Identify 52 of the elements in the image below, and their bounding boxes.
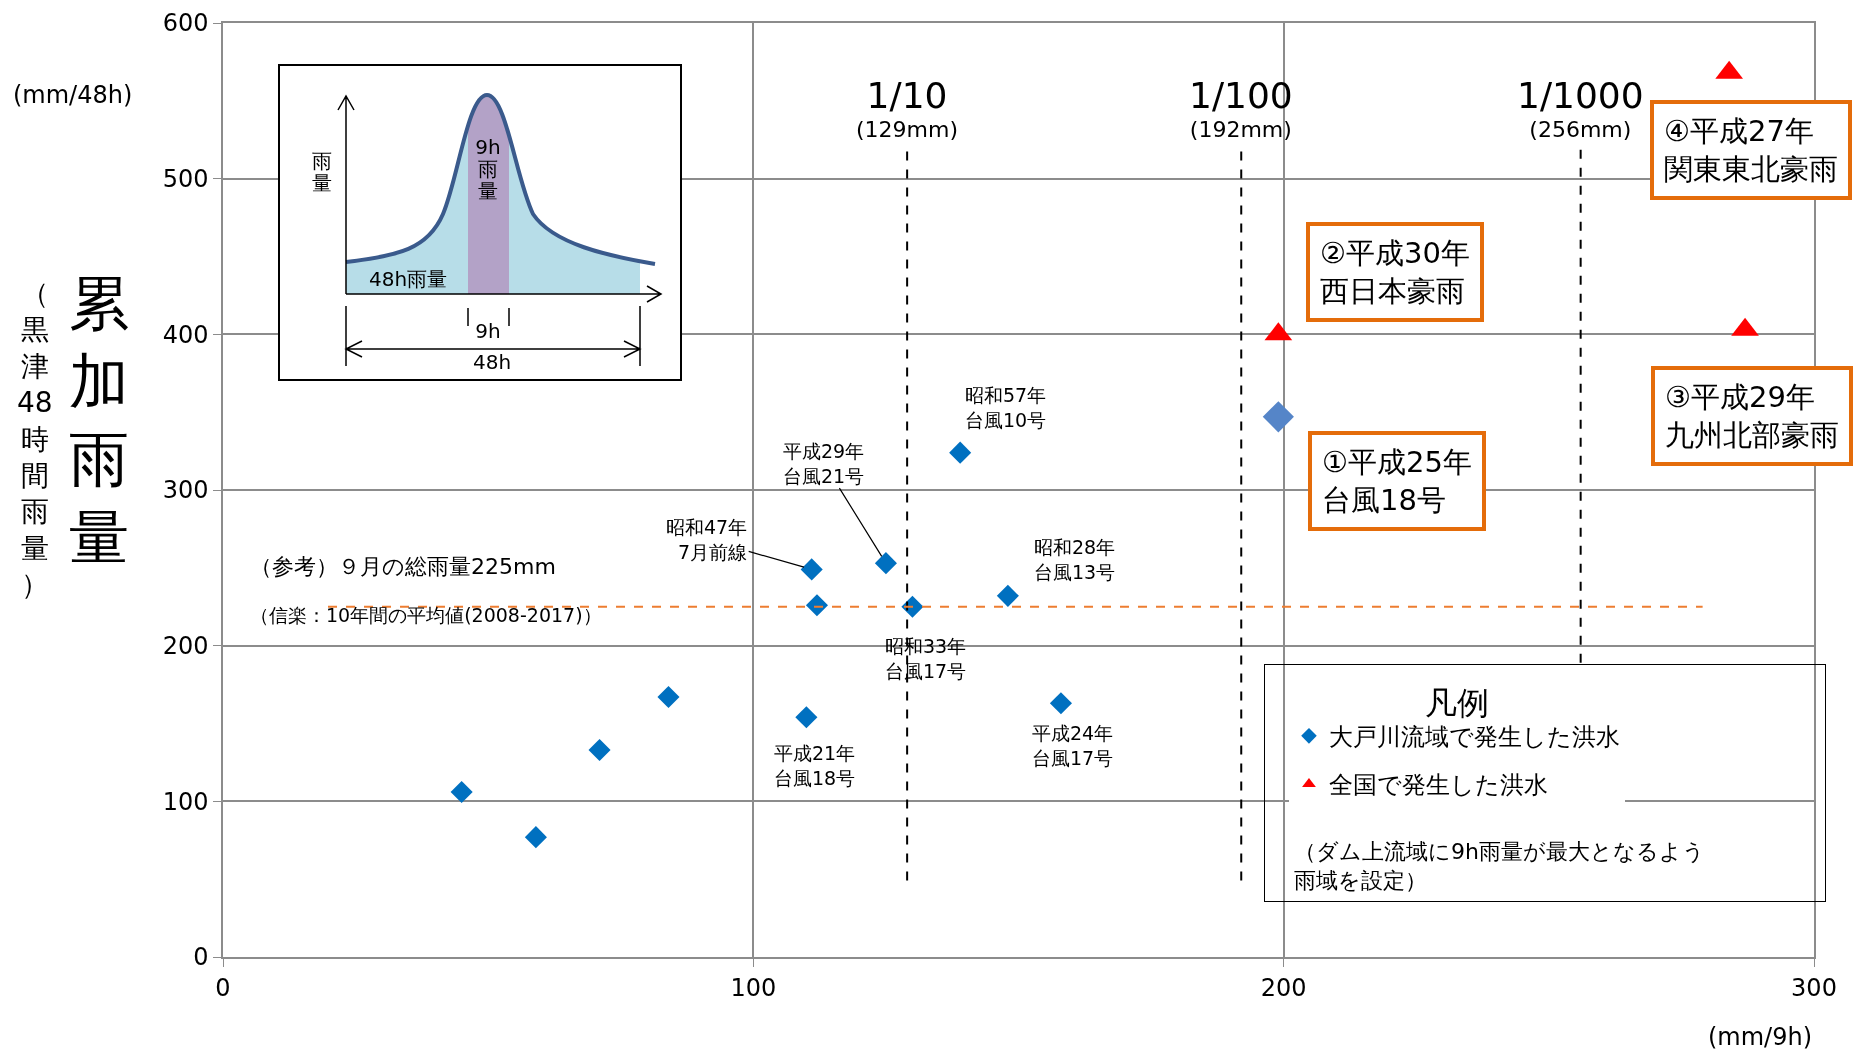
annotation: ④平成27年関東東北豪雨 (1664, 114, 1838, 186)
annotation: 48h (472, 350, 512, 374)
ref-line-label: 1/10 (129mm) (856, 75, 959, 142)
point (588, 738, 611, 762)
y-tick-label: 400 (162, 320, 209, 349)
y-tick-label: 200 (162, 632, 209, 661)
annotation: （信楽：10年間の平均値(2008-2017)） (250, 604, 602, 626)
point (450, 780, 473, 804)
point (657, 685, 680, 709)
text: (mm/9h) (1708, 1023, 1813, 1051)
point (1049, 692, 1072, 715)
annotation: 昭和33年台風17号 (885, 635, 967, 682)
y-tick-label: 300 (162, 476, 209, 505)
point (949, 441, 972, 464)
annotation: 昭和57年台風10号 (965, 384, 1047, 431)
ref-line-label: （参考）９月の総雨量225mm (250, 554, 556, 579)
x-tick-label: 100 (730, 973, 777, 1002)
text: （黒津48時間雨量） (17, 277, 53, 602)
x-tick-label: 200 (1260, 973, 1307, 1002)
ref-line-label: 1/100 (192mm) (1189, 75, 1293, 142)
point (800, 558, 823, 581)
annotation: 雨量 (312, 149, 332, 195)
legend-label: 大戸川流域で発生した洪水 (1328, 723, 1620, 752)
text: (mm/48h) (13, 81, 133, 109)
annotation: ③平成29年九州北部豪雨 (1665, 380, 1839, 452)
point (795, 706, 818, 729)
legend-title: 凡例 (1424, 683, 1489, 722)
annotation: ①平成25年台風18号 (1322, 445, 1472, 517)
annotation: 昭和28年台風13号 (1034, 536, 1116, 583)
ref-line-label: 1/1000 (256mm) (1517, 75, 1644, 142)
point (996, 584, 1019, 607)
annotation: 9h雨量 (475, 135, 501, 203)
annotation: 昭和47年7月前線 (666, 516, 748, 563)
annotation: 平成29年台風21号 (783, 440, 865, 487)
y-tick-label: 100 (162, 787, 209, 816)
annotation: 平成24年台風17号 (1032, 722, 1114, 769)
point (524, 826, 547, 849)
annotation: 48h雨量 (368, 267, 448, 291)
x-tick-label: 0 (215, 973, 231, 1002)
annotation: 平成21年台風18号 (774, 742, 856, 789)
point (874, 552, 897, 575)
annotation: （ダム上流域に9h雨量が最大となるよう雨域を設定） (1294, 839, 1705, 893)
x-tick-label: 300 (1791, 973, 1837, 1002)
point (1262, 401, 1294, 433)
y-axis-title: 累加雨量 (69, 268, 129, 572)
annotation: 9h (475, 319, 501, 343)
point (805, 594, 829, 617)
legend-label: 全国で発生した洪水 (1328, 771, 1548, 800)
annotation: ②平成30年西日本豪雨 (1320, 236, 1470, 308)
y-tick-label: 600 (162, 9, 209, 38)
y-tick-label: 500 (162, 165, 209, 194)
y-tick-label: 0 (193, 943, 209, 972)
